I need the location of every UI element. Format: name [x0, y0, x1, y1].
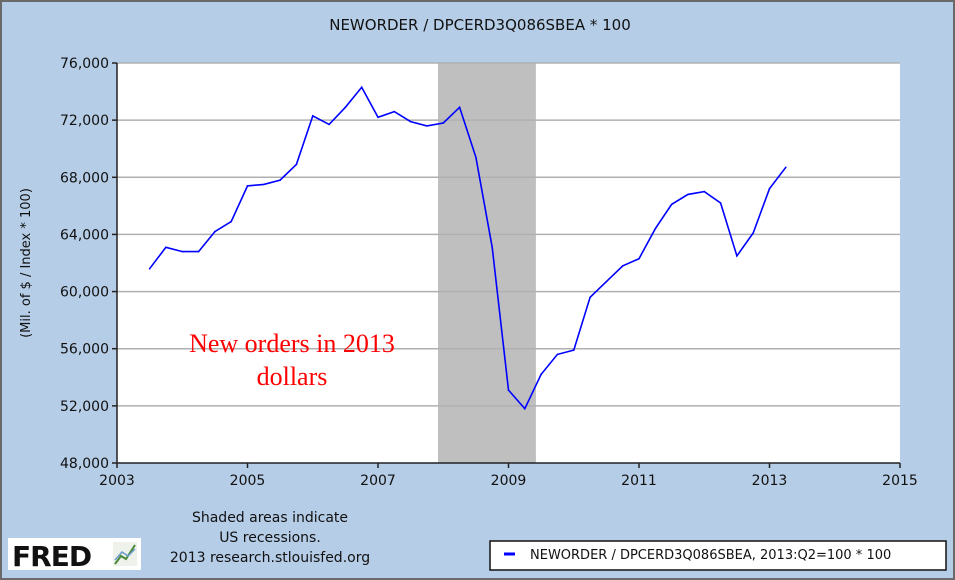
- data-point: [719, 202, 722, 204]
- recession-note-2: US recessions.: [219, 530, 321, 546]
- data-point: [507, 389, 510, 391]
- data-point: [638, 257, 640, 260]
- x-tick-label: 2007: [360, 473, 396, 489]
- data-point: [556, 353, 559, 356]
- data-point: [360, 86, 363, 89]
- recession-note-1: Shaded areas indicate: [192, 510, 348, 526]
- data-point: [409, 120, 412, 123]
- data-point: [524, 407, 526, 410]
- fred-chart-icon: [113, 542, 137, 566]
- x-tick-label: 2013: [752, 473, 788, 489]
- y-tick-label: 68,000: [60, 170, 109, 186]
- x-tick-label: 2011: [621, 473, 657, 489]
- data-point: [230, 220, 232, 223]
- source-url[interactable]: 2013 research.stlouisfed.org: [170, 550, 370, 566]
- y-axis-label: (Mil. of $ / Index * 100): [19, 188, 34, 338]
- y-tick-label: 48,000: [60, 456, 109, 472]
- annotation-line-2: dollars: [257, 362, 328, 391]
- data-point: [263, 183, 265, 186]
- data-point: [393, 110, 396, 113]
- data-point: [344, 106, 347, 109]
- fred-logo: FRED: [8, 538, 141, 573]
- data-point: [621, 265, 624, 267]
- chart-title: NEWORDER / DPCERD3Q086SBEA * 100: [329, 16, 631, 34]
- data-point: [605, 280, 608, 283]
- x-tick-label: 2005: [230, 473, 266, 489]
- x-tick-label: 2009: [491, 473, 527, 489]
- data-point: [377, 116, 379, 119]
- series-line: [148, 85, 787, 411]
- data-point: [654, 227, 657, 230]
- data-point: [752, 232, 754, 234]
- data-point: [442, 122, 445, 124]
- legend: NEWORDER / DPCERD3Q086SBEA, 2013:Q2=100 …: [489, 540, 947, 571]
- data-point: [328, 123, 330, 126]
- data-point: [670, 203, 673, 206]
- fred-logo-text: FRED: [12, 540, 91, 573]
- data-point: [687, 193, 689, 196]
- data-point: [572, 349, 575, 351]
- y-tick-label: 72,000: [60, 113, 109, 129]
- data-point: [785, 166, 787, 169]
- data-point: [214, 230, 216, 233]
- data-point: [279, 179, 281, 181]
- data-point: [736, 255, 738, 257]
- data-point: [295, 163, 298, 166]
- data-point: [703, 190, 706, 193]
- y-tick-label: 64,000: [60, 227, 109, 243]
- data-point: [475, 156, 477, 159]
- x-tick-label: 2015: [882, 473, 918, 489]
- legend-label: NEWORDER / DPCERD3Q086SBEA, 2013:Q2=100 …: [530, 548, 891, 563]
- data-point: [540, 373, 542, 376]
- y-tick-label: 76,000: [60, 56, 109, 72]
- data-point: [491, 246, 493, 249]
- data-point: [426, 125, 428, 127]
- x-tick-label: 2003: [99, 473, 135, 489]
- data-point: [458, 106, 461, 109]
- y-tick-label: 56,000: [60, 342, 109, 358]
- data-point: [165, 246, 167, 249]
- y-tick-label: 52,000: [60, 399, 109, 415]
- data-point: [589, 296, 591, 299]
- y-tick-label: 60,000: [60, 285, 109, 301]
- data-point: [181, 250, 184, 253]
- data-point: [246, 185, 249, 187]
- data-point: [148, 267, 151, 270]
- data-point: [768, 187, 771, 190]
- annotation-line-1: New orders in 2013: [189, 329, 395, 358]
- data-point: [311, 115, 314, 117]
- recession-band: [438, 63, 536, 463]
- data-point: [197, 250, 200, 253]
